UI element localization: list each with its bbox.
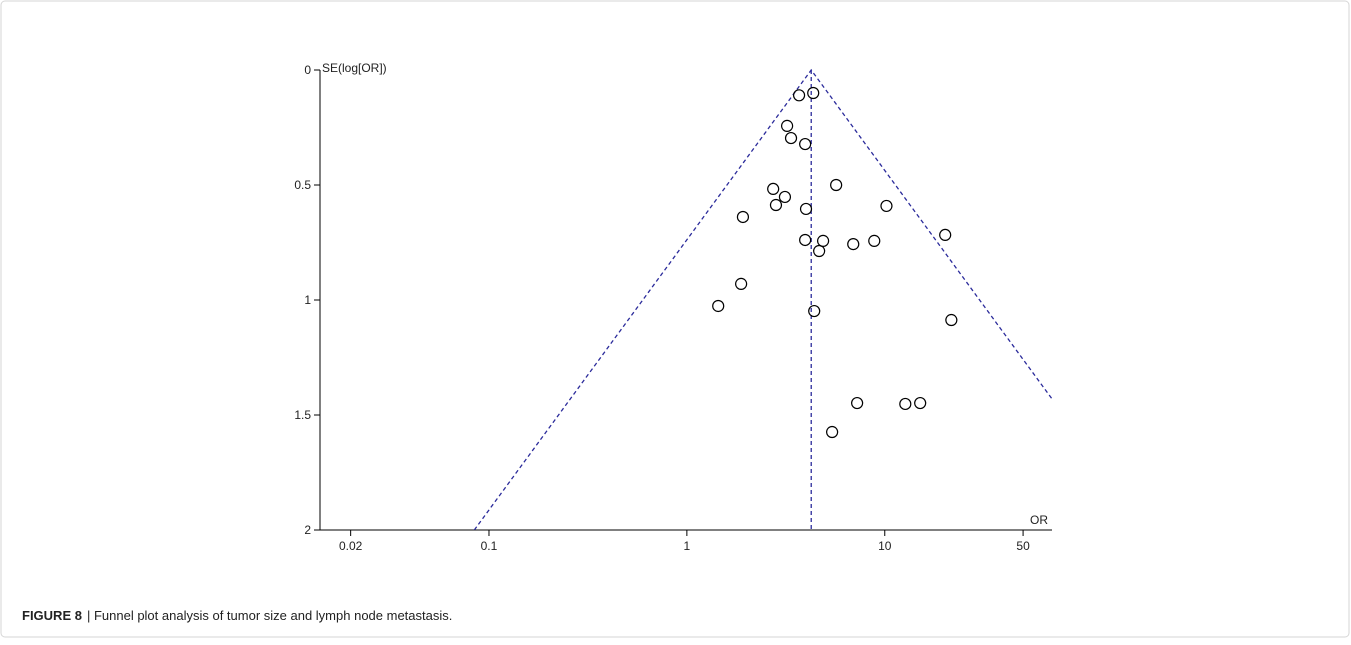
x-tick-label: 0.02 — [339, 539, 363, 553]
study-point — [868, 234, 881, 247]
study-point — [781, 119, 794, 132]
caption: FIGURE 8 | Funnel plot analysis of tumor … — [22, 608, 452, 623]
study-point — [945, 313, 958, 327]
study-point — [826, 425, 839, 439]
study-point — [799, 137, 812, 151]
study-point — [851, 396, 864, 410]
study-point — [767, 182, 780, 196]
study-point — [712, 299, 725, 313]
y-axis-label: SE(log[OR]) — [322, 61, 387, 75]
y-tick-label: 2 — [304, 523, 311, 537]
study-point — [808, 304, 821, 318]
study-point — [799, 233, 812, 247]
study-point — [939, 228, 952, 242]
y-tick-label: 0.5 — [294, 178, 311, 192]
caption-text: | Funnel plot analysis of tumor size and… — [87, 608, 452, 623]
study-point — [899, 397, 912, 411]
study-point — [880, 199, 893, 213]
x-tick-label: 0.1 — [481, 539, 498, 553]
study-point — [799, 202, 813, 216]
funnel-line — [473, 68, 1052, 530]
study-point — [813, 244, 826, 258]
x-tick-label: 50 — [1016, 539, 1030, 553]
caption-label: FIGURE 8 — [22, 608, 82, 623]
study-point — [769, 198, 783, 212]
study-point — [847, 238, 860, 251]
x-tick-label: 10 — [878, 539, 892, 553]
study-point — [784, 131, 798, 145]
y-tick-label: 1 — [304, 293, 311, 307]
x-tick-label: 1 — [684, 539, 691, 553]
study-point — [735, 277, 748, 290]
y-tick-label: 0 — [304, 63, 311, 77]
study-point — [778, 190, 792, 204]
study-point — [736, 210, 750, 224]
x-axis-label: OR — [1030, 513, 1048, 527]
study-point — [807, 86, 820, 100]
study-point — [914, 396, 927, 410]
y-tick-label: 1.5 — [294, 408, 311, 422]
study-point — [830, 178, 843, 192]
study-point — [792, 89, 806, 102]
study-point — [817, 234, 830, 247]
